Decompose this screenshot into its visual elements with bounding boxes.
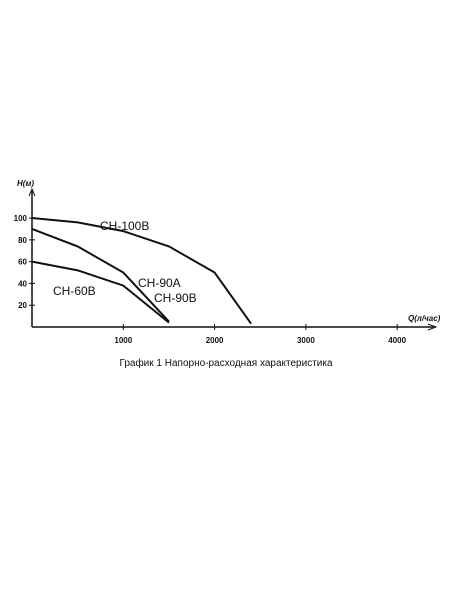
y-tick-label: 20 [18, 301, 27, 310]
x-tick-label: 1000 [114, 336, 132, 345]
y-tick-label: 60 [18, 258, 27, 267]
curve-label: CH-100B [100, 219, 149, 233]
caption: График 1 Напорно-расходная характеристик… [119, 357, 332, 369]
curve [31, 260, 170, 324]
x-axis-label: Q(л/час) [408, 314, 441, 323]
curve-label: CH-60B [53, 284, 96, 298]
y-axis-label: H(м) [17, 179, 34, 188]
x-arrow [427, 323, 438, 331]
curve [31, 228, 170, 323]
curve [31, 217, 252, 325]
y-tick-label: 80 [18, 236, 27, 245]
y-tick-label: 40 [18, 279, 27, 288]
x-tick-label: 3000 [297, 336, 315, 345]
curve-annotation: CH-90B [154, 291, 197, 305]
x-tick-label: 4000 [388, 336, 406, 345]
y-arrow [28, 187, 36, 197]
curve-label: CH-90A [138, 276, 181, 290]
x-tick-label: 2000 [206, 336, 224, 345]
y-tick-label: 100 [14, 214, 28, 223]
